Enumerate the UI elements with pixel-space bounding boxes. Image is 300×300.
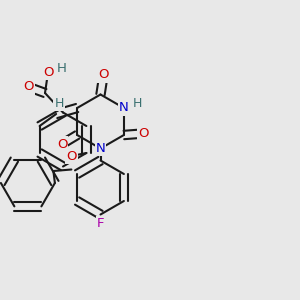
Text: H: H <box>57 61 66 75</box>
Text: O: O <box>138 127 148 140</box>
Text: O: O <box>66 149 76 163</box>
Text: H: H <box>54 97 64 110</box>
Text: O: O <box>23 80 34 94</box>
Text: O: O <box>98 68 109 82</box>
Text: F: F <box>97 217 104 230</box>
Text: N: N <box>119 101 129 115</box>
Text: O: O <box>43 66 53 79</box>
Text: O: O <box>57 137 68 151</box>
Text: N: N <box>96 142 105 155</box>
Text: H: H <box>133 97 142 110</box>
